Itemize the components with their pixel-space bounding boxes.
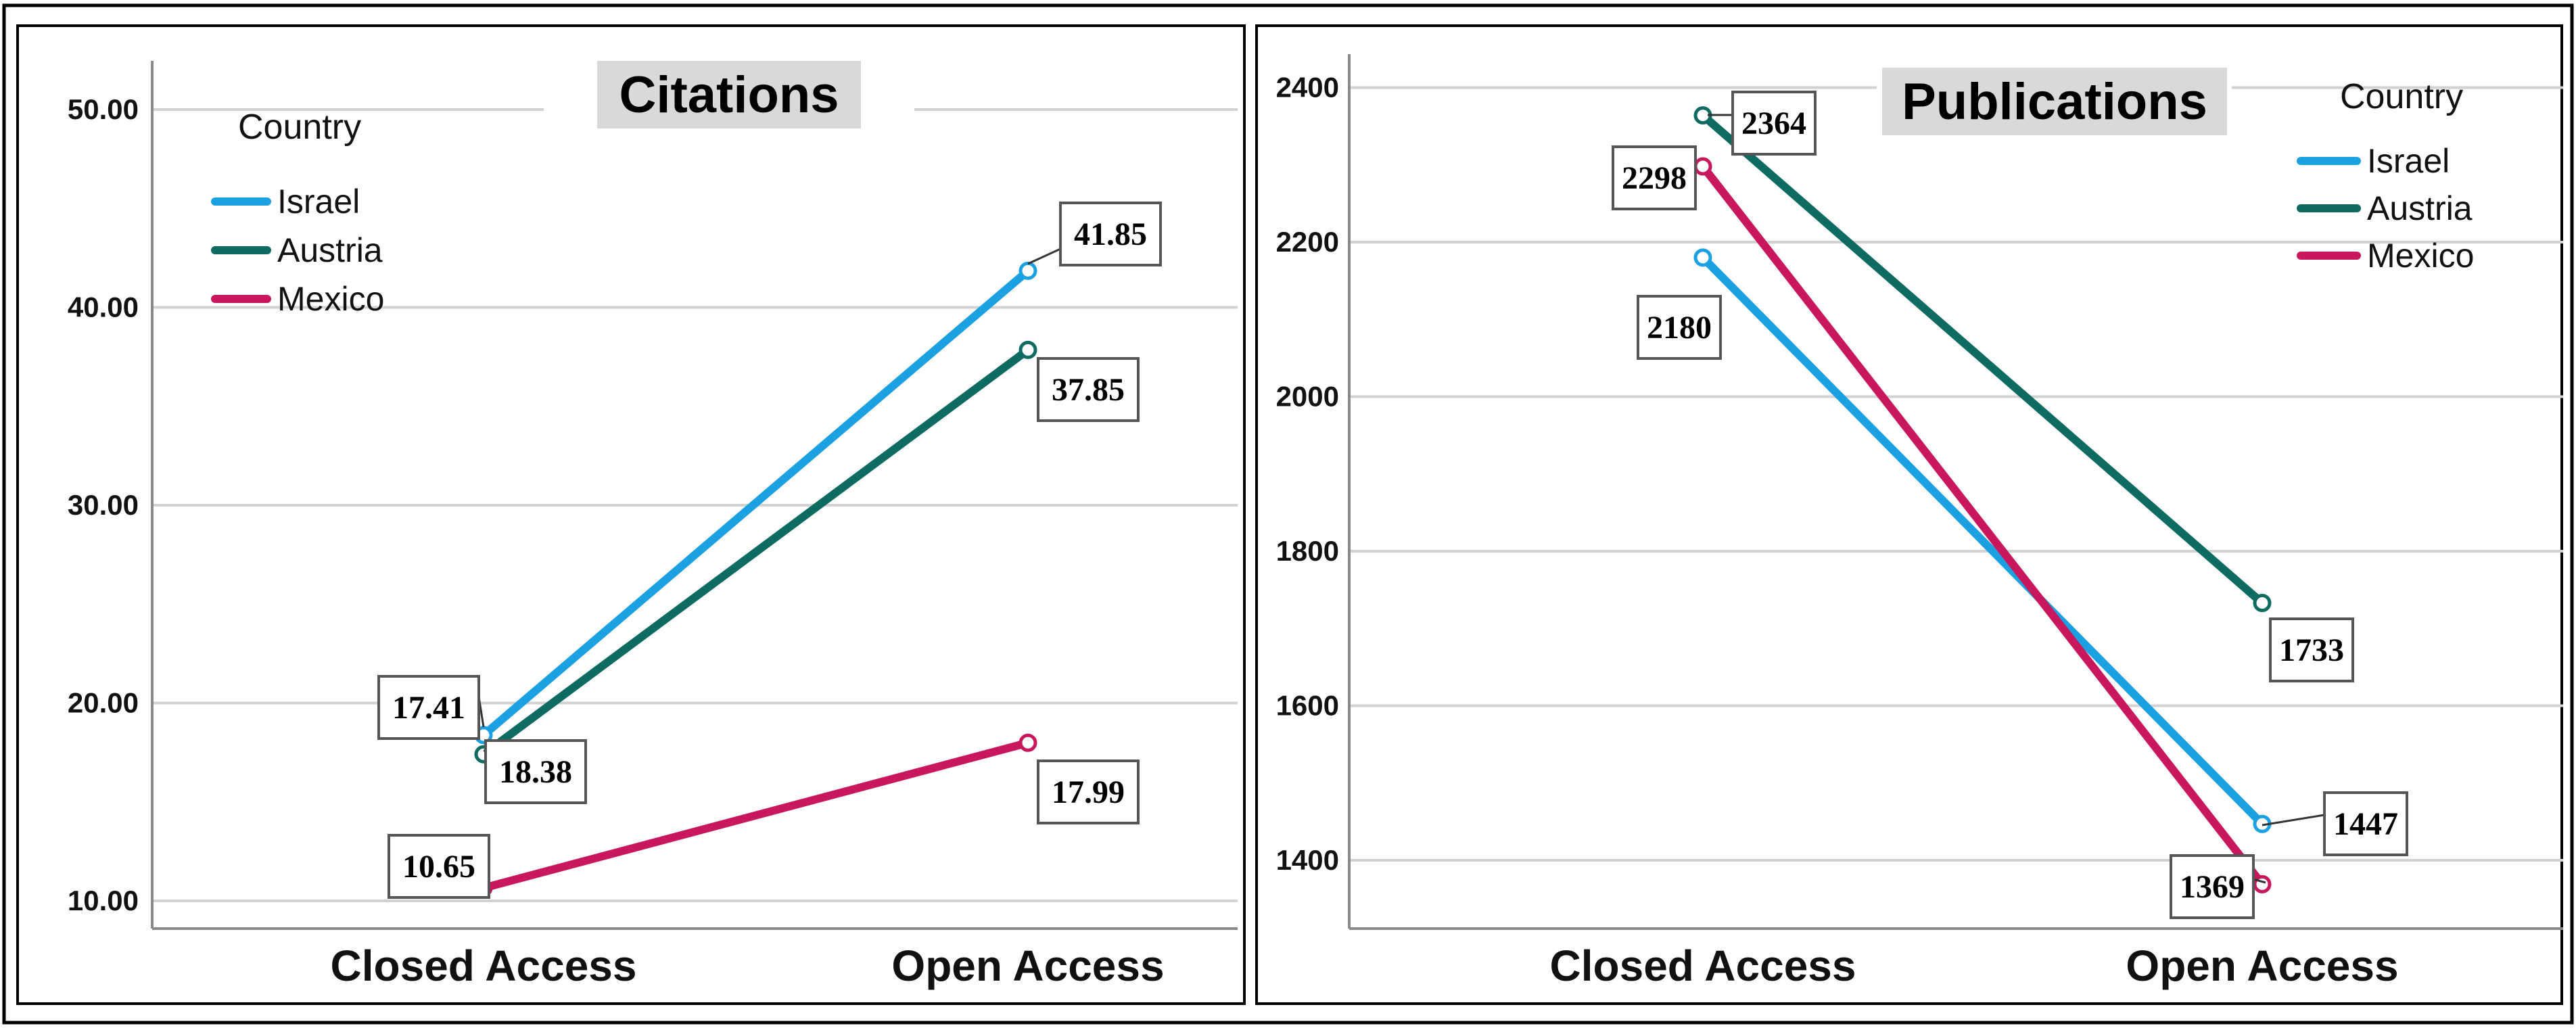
legend-entry: Israel bbox=[2367, 142, 2450, 180]
y-tick-label: 10.00 bbox=[68, 885, 139, 916]
y-tick-label: 30.00 bbox=[68, 489, 139, 521]
data-point bbox=[1693, 157, 1712, 176]
data-label: 2364 bbox=[1731, 91, 1817, 156]
data-label-text: 17.99 bbox=[1052, 774, 1125, 810]
data-label-box bbox=[388, 834, 490, 899]
legend-entry: Israel bbox=[277, 183, 360, 220]
y-tick-label: 40.00 bbox=[68, 291, 139, 323]
y-tick-label: 50.00 bbox=[68, 93, 139, 125]
data-label-leader bbox=[1027, 248, 1061, 265]
data-point bbox=[1018, 340, 1037, 359]
legend-title: Country bbox=[2340, 77, 2463, 116]
chart-title: Publications bbox=[1902, 73, 2207, 131]
data-point bbox=[1693, 248, 1712, 267]
data-label: 17.41 bbox=[377, 675, 480, 740]
x-category-label: Closed Access bbox=[1550, 941, 1856, 990]
data-label-box bbox=[484, 739, 587, 804]
data-label: 2180 bbox=[1637, 295, 1722, 360]
series-line-israel bbox=[1699, 253, 2266, 828]
series-line-austria bbox=[1699, 111, 2266, 607]
series-line-israel bbox=[479, 266, 1032, 739]
legend-entry: Austria bbox=[277, 231, 383, 269]
data-label-text: 2364 bbox=[1741, 106, 1806, 141]
data-point bbox=[2253, 594, 2272, 613]
data-label-box bbox=[1037, 357, 1140, 422]
y-tick-label: 2200 bbox=[1276, 226, 1339, 258]
data-label-box bbox=[1059, 202, 1162, 266]
data-label: 10.65 bbox=[388, 834, 490, 899]
legend-entry: Mexico bbox=[2367, 237, 2474, 275]
series-line-mexico bbox=[479, 739, 1032, 892]
data-label: 1447 bbox=[2323, 791, 2408, 856]
data-label-box bbox=[1037, 760, 1140, 824]
x-category-label: Open Access bbox=[2126, 941, 2398, 990]
data-label-box bbox=[2269, 617, 2354, 682]
data-label-text: 17.41 bbox=[392, 690, 465, 726]
y-tick-label: 1800 bbox=[1276, 535, 1339, 567]
data-label-text: 2298 bbox=[1622, 160, 1687, 196]
data-point bbox=[2253, 874, 2272, 893]
data-label: 18.38 bbox=[484, 739, 587, 804]
chart-title: Citations bbox=[619, 66, 839, 124]
data-point bbox=[1018, 733, 1037, 752]
data-label-leader bbox=[2262, 814, 2325, 826]
x-category-label: Closed Access bbox=[331, 941, 637, 990]
x-category-label: Open Access bbox=[891, 941, 1164, 990]
data-label-text: 1447 bbox=[2333, 806, 2398, 842]
series-line-mexico bbox=[1699, 162, 2266, 889]
citations-chart: 10.00 20.00 30.00 40.00 50.00 Closed Access Op… bbox=[68, 61, 1238, 990]
data-label-text: 2180 bbox=[1647, 310, 1712, 346]
data-label-box bbox=[2170, 854, 2255, 919]
data-label: 17.99 bbox=[1037, 760, 1140, 824]
data-label-box bbox=[2323, 791, 2408, 856]
data-point bbox=[1018, 261, 1037, 280]
data-label: 1733 bbox=[2269, 617, 2354, 682]
data-label-text: 10.65 bbox=[402, 849, 475, 885]
data-label-leader bbox=[2253, 878, 2266, 884]
data-label: 37.85 bbox=[1037, 357, 1140, 422]
data-label: 41.85 bbox=[1059, 202, 1162, 266]
y-tick-label: 2000 bbox=[1276, 381, 1339, 413]
data-label-box bbox=[377, 675, 480, 740]
title-background bbox=[597, 61, 861, 128]
data-label: 1369 bbox=[2170, 854, 2255, 919]
legend-entry: Mexico bbox=[277, 280, 384, 318]
series-line-austria bbox=[479, 346, 1032, 759]
data-label-box bbox=[1731, 91, 1817, 156]
y-tick-label: 20.00 bbox=[68, 687, 139, 719]
data-label-text: 37.85 bbox=[1052, 372, 1125, 408]
data-label-text: 41.85 bbox=[1074, 216, 1147, 252]
data-label-text: 18.38 bbox=[499, 754, 572, 790]
data-label-box bbox=[1637, 295, 1722, 360]
data-label: 2298 bbox=[1612, 145, 1697, 210]
y-tick-label: 1600 bbox=[1276, 690, 1339, 722]
y-tick-label: 1400 bbox=[1276, 844, 1339, 876]
data-label-box bbox=[1612, 145, 1697, 210]
title-background bbox=[1882, 68, 2227, 135]
publications-chart: 1400 1600 1800 2000 2200 2400 Closed Access Ope… bbox=[1276, 54, 2563, 990]
data-label-text: 1733 bbox=[2279, 632, 2344, 668]
y-tick-label: 2400 bbox=[1276, 72, 1339, 103]
legend-title: Country bbox=[238, 108, 361, 147]
legend-entry: Austria bbox=[2367, 189, 2473, 227]
data-label-text: 1369 bbox=[2180, 869, 2245, 905]
